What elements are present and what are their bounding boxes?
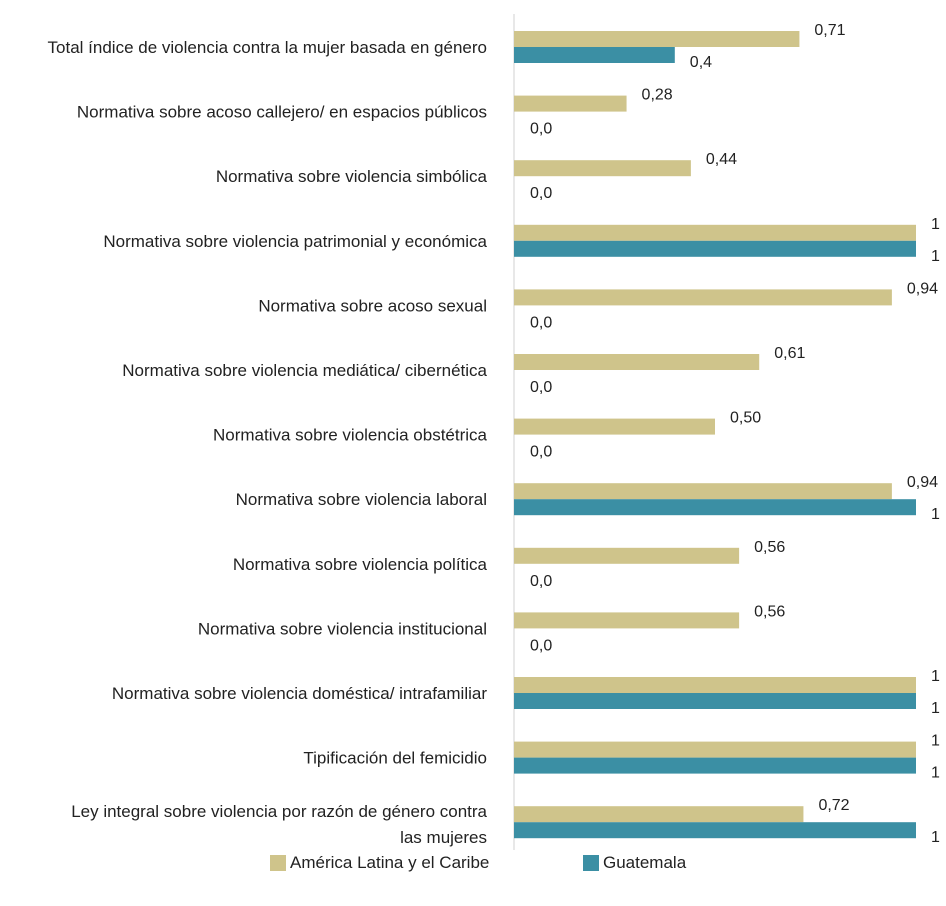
legend-item-series-1: América Latina y el Caribe xyxy=(270,853,489,873)
value-label-series-1: 0,56 xyxy=(754,603,785,620)
value-label-series-1: 0,72 xyxy=(818,797,849,814)
value-label-series-1: 1 xyxy=(931,216,940,233)
legend-item-series-2: Guatemala xyxy=(583,853,686,873)
value-label-series-2: 0,0 xyxy=(530,637,552,654)
bar-series-1 xyxy=(514,160,691,177)
value-label-series-2: 1 xyxy=(931,248,940,265)
value-label-series-1: 1 xyxy=(931,668,940,685)
bar-series-1 xyxy=(514,95,627,112)
category-label: Normativa sobre violencia simbólica xyxy=(216,167,488,186)
bar-series-1 xyxy=(514,289,892,306)
legend-label-series-2: Guatemala xyxy=(603,853,687,872)
bar-series-2 xyxy=(514,47,675,63)
bar-series-2 xyxy=(514,822,916,839)
value-label-series-2: 1 xyxy=(931,700,940,717)
value-label-series-1: 0,56 xyxy=(754,539,785,556)
value-label-series-1: 1 xyxy=(931,733,940,750)
value-label-series-1: 0,71 xyxy=(814,22,845,39)
value-label-series-1: 0,28 xyxy=(642,87,673,104)
category-label: Normativa sobre violencia política xyxy=(233,555,488,574)
category-label: Normativa sobre violencia laboral xyxy=(236,490,487,509)
bar-series-1 xyxy=(514,418,715,435)
value-label-series-2: 1 xyxy=(931,765,940,782)
value-label-series-2: 0,0 xyxy=(530,314,552,331)
bar-series-1 xyxy=(514,741,916,758)
bar-series-1 xyxy=(514,806,804,823)
value-label-series-1: 0,50 xyxy=(730,410,761,427)
bar-series-2 xyxy=(514,499,916,516)
value-label-series-2: 1 xyxy=(931,829,940,846)
value-label-series-1: 0,61 xyxy=(774,345,805,362)
bar-chart: Total índice de violencia contra la muje… xyxy=(48,14,940,850)
category-label: Ley integral sobre violencia por razón d… xyxy=(71,802,487,847)
bar-series-1 xyxy=(514,31,800,47)
legend-swatch-series-1 xyxy=(270,855,286,871)
bar-series-1 xyxy=(514,677,916,693)
bar-series-2 xyxy=(514,693,916,709)
legend: América Latina y el Caribe Guatemala xyxy=(0,853,946,883)
category-label: Normativa sobre violencia doméstica/ int… xyxy=(112,684,487,703)
category-label: Normativa sobre violencia obstétrica xyxy=(213,426,488,445)
value-label-series-1: 0,94 xyxy=(907,280,938,297)
bar-series-1 xyxy=(514,483,892,500)
bar-series-2 xyxy=(514,757,916,774)
value-label-series-2: 0,0 xyxy=(530,185,552,202)
category-label: Normativa sobre acoso sexual xyxy=(258,296,487,315)
bar-series-1 xyxy=(514,354,760,370)
category-label: Tipificación del femicidio xyxy=(303,749,487,768)
category-label: Normativa sobre violencia mediática/ cib… xyxy=(122,361,487,380)
category-label: Total índice de violencia contra la muje… xyxy=(48,38,487,57)
value-label-series-2: 0,0 xyxy=(530,379,552,396)
value-label-series-2: 0,4 xyxy=(690,54,712,71)
category-label: Normativa sobre violencia patrimonial y … xyxy=(103,232,487,251)
category-label: Normativa sobre violencia institucional xyxy=(198,619,487,638)
value-label-series-2: 1 xyxy=(931,506,940,523)
bar-series-1 xyxy=(514,224,916,241)
value-label-series-2: 0,0 xyxy=(530,121,552,138)
value-label-series-2: 0,0 xyxy=(530,573,552,590)
category-label: Normativa sobre acoso callejero/ en espa… xyxy=(77,103,487,122)
legend-label-series-1: América Latina y el Caribe xyxy=(290,853,490,872)
bar-series-1 xyxy=(514,612,740,629)
value-label-series-1: 0,44 xyxy=(706,151,737,168)
value-label-series-1: 0,94 xyxy=(907,474,938,491)
bar-series-2 xyxy=(514,240,916,257)
bar-series-1 xyxy=(514,547,740,564)
value-label-series-2: 0,0 xyxy=(530,444,552,461)
legend-swatch-series-2 xyxy=(583,855,599,871)
